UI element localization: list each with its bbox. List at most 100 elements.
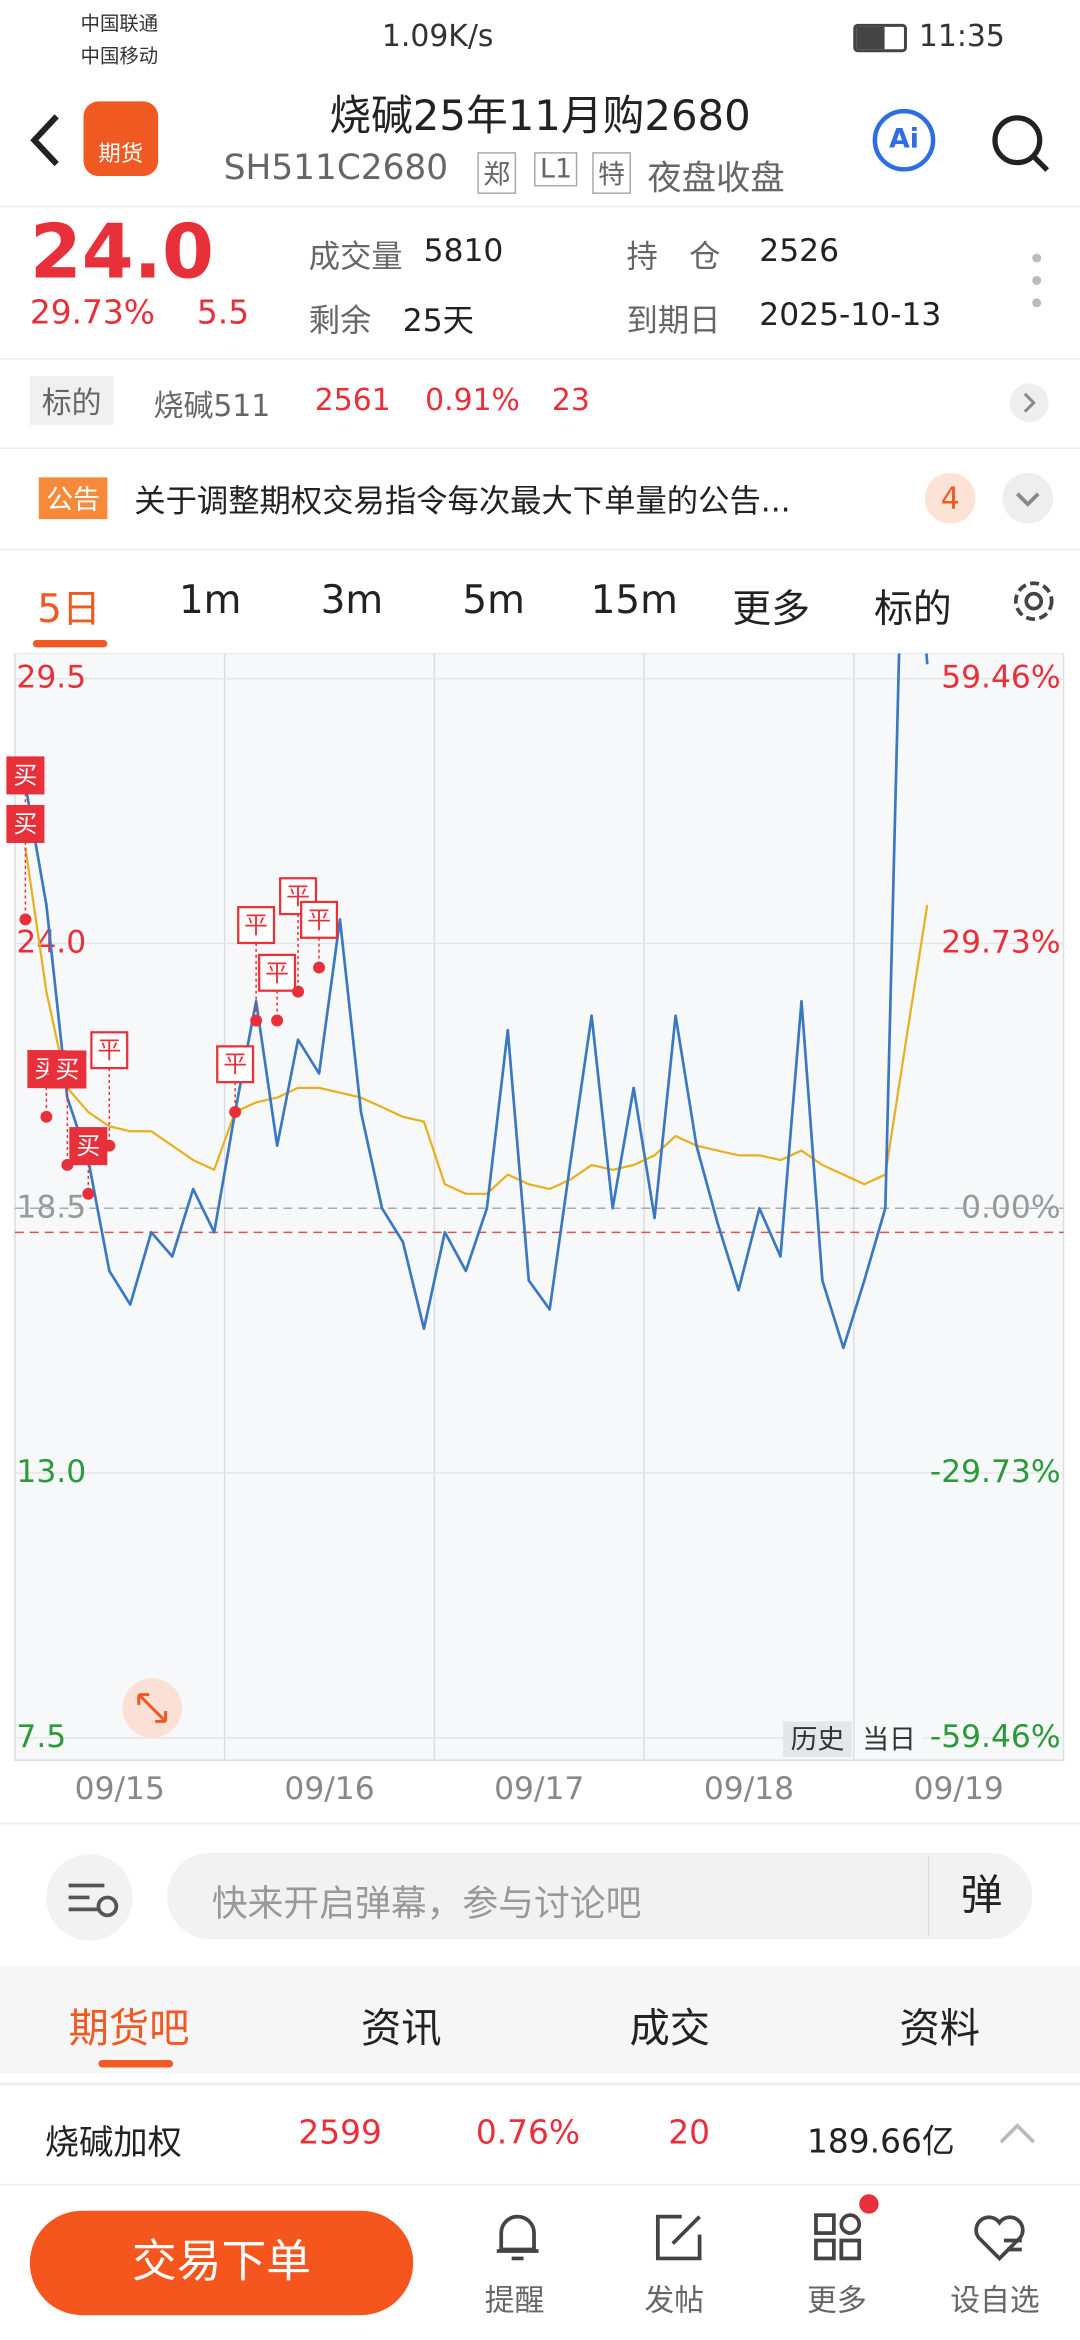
- period-tab[interactable]: 3m: [320, 578, 384, 624]
- nav-label[interactable]: 发帖: [644, 2282, 705, 2319]
- period-tab[interactable]: 15m: [590, 578, 678, 624]
- trade-button[interactable]: 交易下单: [29, 2210, 414, 2316]
- more-menu[interactable]: [1026, 251, 1047, 317]
- value: 25天: [402, 302, 474, 339]
- clock: 11:35: [918, 17, 1005, 54]
- marker-box: [6, 804, 45, 843]
- label: 剩余: [308, 302, 372, 339]
- danmaku-button[interactable]: 弹: [927, 1855, 1034, 1937]
- nav-label[interactable]: 设自选: [950, 2282, 1040, 2319]
- divider: [0, 2183, 1080, 2186]
- plot-area: [14, 653, 1065, 1761]
- nav-label[interactable]: 更多: [807, 2282, 867, 2319]
- tab[interactable]: 期货吧: [68, 2006, 190, 2053]
- marker-box: [216, 1045, 255, 1084]
- marker-label: 平: [97, 1036, 121, 1064]
- period-tab[interactable]: 5m: [462, 578, 525, 624]
- back[interactable]: [27, 110, 66, 170]
- session[interactable]: 夜盘收盘: [647, 159, 785, 199]
- search[interactable]: [988, 110, 1054, 176]
- marker-label: 买: [76, 1132, 100, 1160]
- tab[interactable]: 成交: [629, 2006, 711, 2053]
- notice-count: 4: [924, 472, 976, 524]
- settings[interactable]: [1008, 576, 1059, 627]
- expand[interactable]: [1001, 471, 1055, 525]
- carrier: 中国联通: [80, 13, 159, 36]
- marker-dot: [229, 1106, 242, 1118]
- tag: 郑: [477, 152, 517, 194]
- underlying-name[interactable]: 烧碱511: [153, 387, 271, 424]
- logo: 期货: [83, 101, 159, 177]
- period-tab[interactable]: 标的: [874, 587, 952, 633]
- marker-dot: [19, 913, 32, 926]
- arrow[interactable]: [1008, 382, 1050, 424]
- ticker-name[interactable]: 烧碱加权: [44, 2124, 182, 2163]
- marker-label: 买: [13, 810, 37, 838]
- marker-box: [258, 953, 297, 992]
- collapse[interactable]: [996, 2118, 1038, 2148]
- marker-dot: [292, 985, 305, 998]
- label: 标的: [29, 375, 114, 426]
- tab-indicator: [32, 639, 108, 648]
- divider: [0, 205, 1080, 208]
- value: 2025-10-13: [759, 296, 942, 333]
- change: 5.5: [196, 295, 250, 333]
- x-tick-label: 09/17: [494, 1771, 584, 1807]
- y-tick-label: 13.0: [16, 1454, 86, 1490]
- y2-tick-label: 0.00%: [961, 1189, 1060, 1225]
- period-tab[interactable]: 1m: [179, 578, 242, 624]
- value: 2526: [759, 232, 840, 269]
- danmaku-toggle[interactable]: [45, 1853, 135, 1943]
- tab[interactable]: 资讯: [360, 2006, 442, 2053]
- divider: [0, 1822, 1080, 1825]
- title: 烧碱25年11月购2680: [329, 90, 751, 141]
- notice-text[interactable]: 关于调整期权交易指令每次最大下单量的公告...: [134, 483, 791, 520]
- marker-dot: [250, 1014, 263, 1027]
- underlying-pct: 0.91%: [425, 381, 520, 418]
- comment-placeholder: 快来开启弹幕，参与讨论吧: [211, 1882, 642, 1925]
- ticker-change: 20: [668, 2115, 711, 2153]
- marker-box: [90, 1031, 129, 1070]
- notice-tag: 公告: [38, 477, 108, 520]
- heart-icon: [974, 2215, 1025, 2262]
- divider: [0, 548, 1080, 551]
- ai-button[interactable]: Ai: [872, 108, 936, 172]
- nav-label[interactable]: 提醒: [484, 2282, 545, 2319]
- marker-dot: [82, 1187, 95, 1200]
- battery: [853, 23, 907, 53]
- tab[interactable]: 资料: [899, 2006, 981, 2053]
- marker-label: 平: [223, 1050, 247, 1078]
- divider: [0, 447, 1080, 450]
- tab-indicator: [98, 2060, 174, 2068]
- marker-box: [48, 1050, 87, 1089]
- y-tick-label: 18.5: [16, 1189, 86, 1225]
- y-tick-label: 7.5: [16, 1719, 66, 1755]
- comment-input[interactable]: [167, 1852, 1033, 1940]
- marker-label: 平: [307, 906, 331, 934]
- price: 24.0: [29, 208, 214, 296]
- chart-button-label: 当日: [862, 1724, 916, 1755]
- period-tab[interactable]: 更多: [732, 587, 811, 633]
- tag: 特: [592, 152, 631, 194]
- marker-label: 平: [265, 959, 289, 987]
- ticker-price: 2599: [298, 2115, 382, 2153]
- label: 持 仓: [626, 238, 721, 275]
- marker-label: 买: [55, 1055, 79, 1083]
- x-tick-label: 09/18: [704, 1771, 794, 1807]
- marker-box: [6, 756, 45, 795]
- label: 到期日: [626, 302, 721, 339]
- period-tab[interactable]: 5日: [37, 587, 101, 633]
- marker-dot: [313, 961, 325, 974]
- chart-button: [783, 1721, 852, 1758]
- chart-button-label: 历史: [791, 1724, 845, 1755]
- ticker-pct: 0.76%: [475, 2115, 581, 2153]
- label: 成交量: [308, 238, 403, 275]
- x-tick-label: 09/19: [914, 1771, 1004, 1807]
- x-tick-label: 09/15: [75, 1771, 165, 1807]
- y2-tick-label: -29.73%: [930, 1454, 1061, 1490]
- net-speed: 1.09K/s: [381, 17, 494, 54]
- y-tick-label: 29.5: [16, 660, 86, 696]
- carrier: 中国移动: [80, 46, 159, 69]
- y2-tick-label: 59.46%: [941, 660, 1060, 696]
